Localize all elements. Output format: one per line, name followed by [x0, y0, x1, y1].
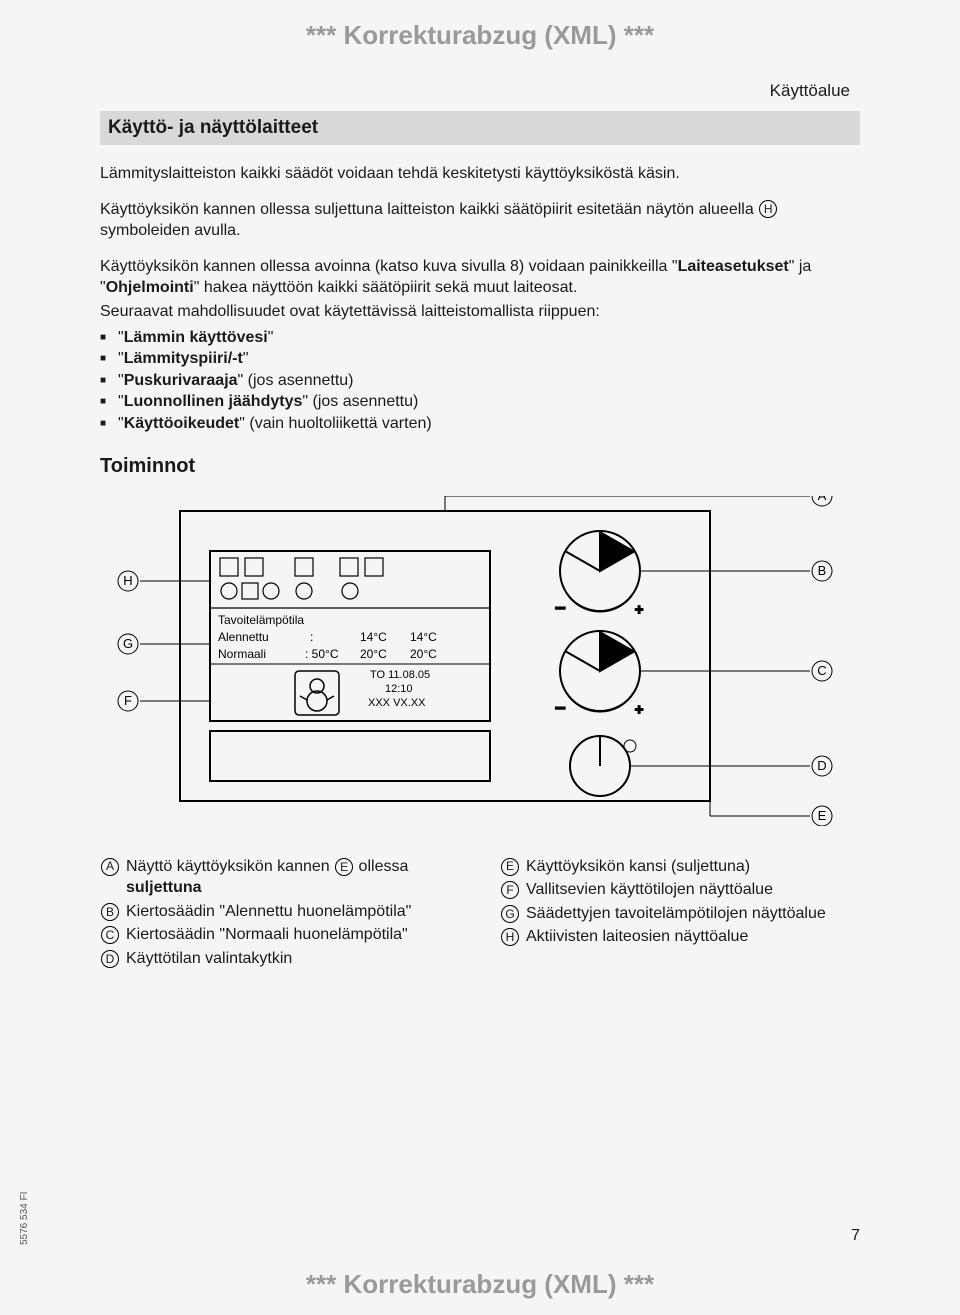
page-number: 7	[851, 1227, 860, 1245]
legend-row: ANäyttö käyttöyksikön kannen E ollessa s…	[100, 856, 460, 899]
feature-item: "Lämmityspiiri/-t"	[100, 348, 860, 370]
feature-item: "Puskurivaraaja" (jos asennettu)	[100, 370, 860, 392]
inline-letter-h: H	[759, 200, 777, 218]
svg-text:A: A	[818, 496, 827, 503]
legend-left: ANäyttö käyttöyksikön kannen E ollessa s…	[100, 856, 460, 972]
legend-letter: C	[101, 926, 119, 944]
disp-line1: Tavoitelämpötila	[218, 613, 304, 627]
legend-columns: ANäyttö käyttöyksikön kannen E ollessa s…	[100, 856, 860, 972]
feature-item: "Lämmin käyttövesi"	[100, 327, 860, 349]
legend-row: BKiertosäädin "Alennettu huonelämpötila"	[100, 901, 460, 923]
svg-text:12:10: 12:10	[385, 683, 413, 695]
svg-text:14°C: 14°C	[360, 630, 387, 644]
legend-row: CKiertosäädin "Normaali huonelämpötila"	[100, 924, 460, 946]
legend-letter: E	[335, 858, 353, 876]
svg-text:+: +	[635, 601, 643, 617]
legend-row: GSäädettyjen tavoitelämpötilojen näyttöa…	[500, 903, 860, 925]
svg-text:D: D	[817, 758, 826, 773]
svg-text:14°C: 14°C	[410, 630, 437, 644]
legend-letter: G	[501, 905, 519, 923]
legend-letter: F	[501, 881, 519, 899]
side-note: 5576 534 FI	[19, 1192, 30, 1245]
para3-text: Käyttöyksikön kannen ollessa avoinna (ka…	[100, 258, 811, 297]
section-title: Käyttö- ja näyttölaitteet	[100, 111, 860, 145]
paragraph-2: Käyttöyksikön kannen ollessa suljettuna …	[100, 199, 860, 242]
legend-letter: D	[101, 950, 119, 968]
paragraph-1: Lämmityslaitteiston kaikki säädöt voidaa…	[100, 163, 860, 185]
scope-label: Käyttöalue	[100, 81, 860, 101]
legend-row: FVallitsevien käyttötilojen näyttöalue	[500, 879, 860, 901]
feature-item: "Luonnollinen jäähdytys" (jos asennettu)	[100, 391, 860, 413]
legend-row: DKäyttötilan valintakytkin	[100, 948, 460, 970]
svg-text:XXX VX.XX: XXX VX.XX	[368, 697, 426, 709]
svg-text:C: C	[817, 663, 826, 678]
svg-text:E: E	[818, 808, 827, 823]
diagram-svg: Tavoitelämpötila Alennettu : 14°C 14°C N…	[110, 496, 850, 826]
svg-text:20°C: 20°C	[410, 647, 437, 661]
legend-row: EKäyttöyksikön kansi (suljettuna)	[500, 856, 860, 878]
paragraph-3: Käyttöyksikön kannen ollessa avoinna (ka…	[100, 256, 860, 299]
svg-text::: :	[310, 630, 313, 644]
svg-text:−: −	[555, 698, 566, 718]
svg-text:TO 11.08.05: TO 11.08.05	[370, 669, 430, 681]
paragraph-4: Seuraavat mahdollisuudet ovat käytettävi…	[100, 301, 860, 323]
para2-a: Käyttöyksikön kannen ollessa suljettuna …	[100, 201, 758, 218]
feature-list: "Lämmin käyttövesi""Lämmityspiiri/-t""Pu…	[100, 327, 860, 435]
footer-banner: *** Korrekturabzug (XML) ***	[0, 1269, 960, 1300]
functions-heading: Toiminnot	[100, 455, 860, 478]
svg-text:−: −	[555, 598, 566, 618]
control-unit-diagram: Tavoitelämpötila Alennettu : 14°C 14°C N…	[100, 496, 860, 826]
legend-letter: B	[101, 903, 119, 921]
legend-right: EKäyttöyksikön kansi (suljettuna)FVallit…	[500, 856, 860, 972]
svg-text:F: F	[124, 693, 132, 708]
svg-text:B: B	[818, 563, 827, 578]
feature-item: "Käyttöoikeudet" (vain huoltoliikettä va…	[100, 413, 860, 435]
header-banner: *** Korrekturabzug (XML) ***	[100, 20, 860, 51]
legend-letter: H	[501, 928, 519, 946]
svg-text:H: H	[123, 573, 132, 588]
legend-letter: E	[501, 858, 519, 876]
svg-text:Normaali: Normaali	[218, 647, 266, 661]
svg-text:G: G	[123, 636, 133, 651]
legend-letter: A	[101, 858, 119, 876]
legend-row: HAktiivisten laiteosien näyttöalue	[500, 926, 860, 948]
svg-text:: 50°C: : 50°C	[305, 647, 339, 661]
svg-text:+: +	[635, 701, 643, 717]
para2-b: symboleiden avulla.	[100, 222, 241, 239]
disp-l2-label: Alennettu	[218, 630, 269, 644]
svg-text:20°C: 20°C	[360, 647, 387, 661]
